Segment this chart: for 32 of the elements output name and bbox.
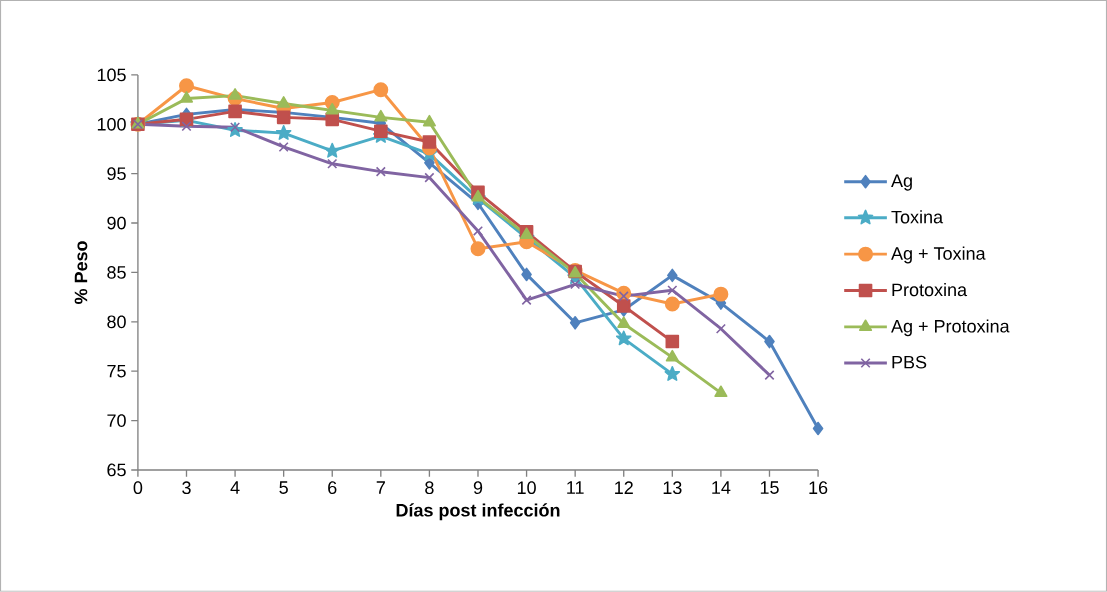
x-axis-title: Días post infección — [396, 503, 560, 521]
x-tick-label: 10 — [517, 481, 536, 495]
y-tick-label: 80 — [107, 315, 126, 329]
x-tick-label: 5 — [279, 481, 288, 494]
legend-label: Ag — [891, 174, 912, 191]
y-tick-label: 65 — [107, 463, 126, 477]
x-tick-label: 14 — [712, 481, 731, 494]
legend-label: Toxina — [891, 210, 944, 224]
x-tick-label: 4 — [230, 481, 240, 494]
legend-label: Ag + Toxina — [891, 246, 986, 264]
x-tick-label: 16 — [809, 481, 828, 495]
y-tick-label: 75 — [107, 364, 126, 378]
x-tick-label: 8 — [425, 481, 434, 495]
y-tick-label: 85 — [107, 266, 126, 279]
x-tick-label: 7 — [376, 481, 385, 494]
x-tick-label: 6 — [328, 481, 337, 495]
y-tick-label: 95 — [107, 167, 126, 181]
legend-label: Protoxina — [892, 283, 968, 297]
y-tick-label: 105 — [97, 68, 126, 82]
x-tick-label: 9 — [473, 481, 483, 495]
legend-label: Ag + Protoxina — [891, 319, 1010, 337]
x-tick-label: 13 — [663, 481, 682, 495]
legend-label: PBS — [892, 355, 927, 369]
x-tick-label: 12 — [615, 481, 633, 494]
x-tick-label: 11 — [567, 481, 584, 494]
y-tick-label: 90 — [107, 216, 126, 230]
x-tick-label: 15 — [760, 481, 779, 494]
y-axis-title: % Peso — [74, 241, 88, 305]
y-tick-label: 70 — [107, 414, 126, 428]
x-tick-label: 3 — [182, 481, 191, 495]
x-tick-label: 0 — [133, 481, 143, 495]
y-tick-label: 100 — [97, 117, 126, 131]
